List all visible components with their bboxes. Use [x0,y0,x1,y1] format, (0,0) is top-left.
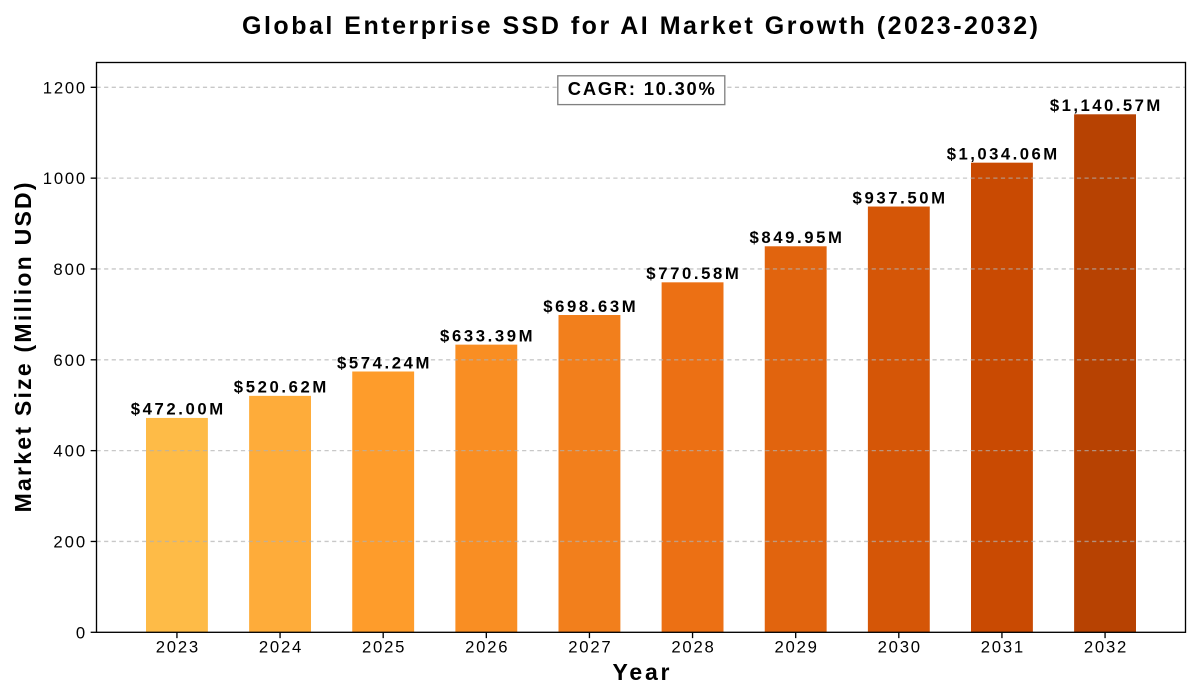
svg-text:2031: 2031 [981,638,1023,657]
svg-text:1000: 1000 [43,169,85,188]
svg-text:400: 400 [53,442,85,461]
svg-text:Year: Year [613,659,670,685]
svg-text:$1,034.06M: $1,034.06M [947,144,1057,163]
svg-text:200: 200 [53,533,85,552]
svg-text:2030: 2030 [878,638,920,657]
svg-text:2029: 2029 [774,638,816,657]
svg-text:2028: 2028 [671,638,713,657]
svg-text:0: 0 [76,623,85,642]
svg-text:2023: 2023 [156,638,198,657]
svg-text:$1,140.57M: $1,140.57M [1050,96,1160,115]
svg-text:Global Enterprise SSD for AI M: Global Enterprise SSD for AI Market Grow… [242,12,1038,40]
svg-text:2024: 2024 [259,638,301,657]
svg-text:CAGR: 10.30%: CAGR: 10.30% [568,78,715,99]
svg-text:2025: 2025 [362,638,404,657]
svg-text:600: 600 [53,351,85,370]
svg-text:Market Size (Million USD): Market Size (Million USD) [10,182,36,512]
svg-text:2026: 2026 [465,638,507,657]
svg-text:1200: 1200 [43,78,85,97]
svg-text:2027: 2027 [568,638,610,657]
svg-text:2032: 2032 [1084,638,1126,657]
svg-text:800: 800 [53,260,85,279]
